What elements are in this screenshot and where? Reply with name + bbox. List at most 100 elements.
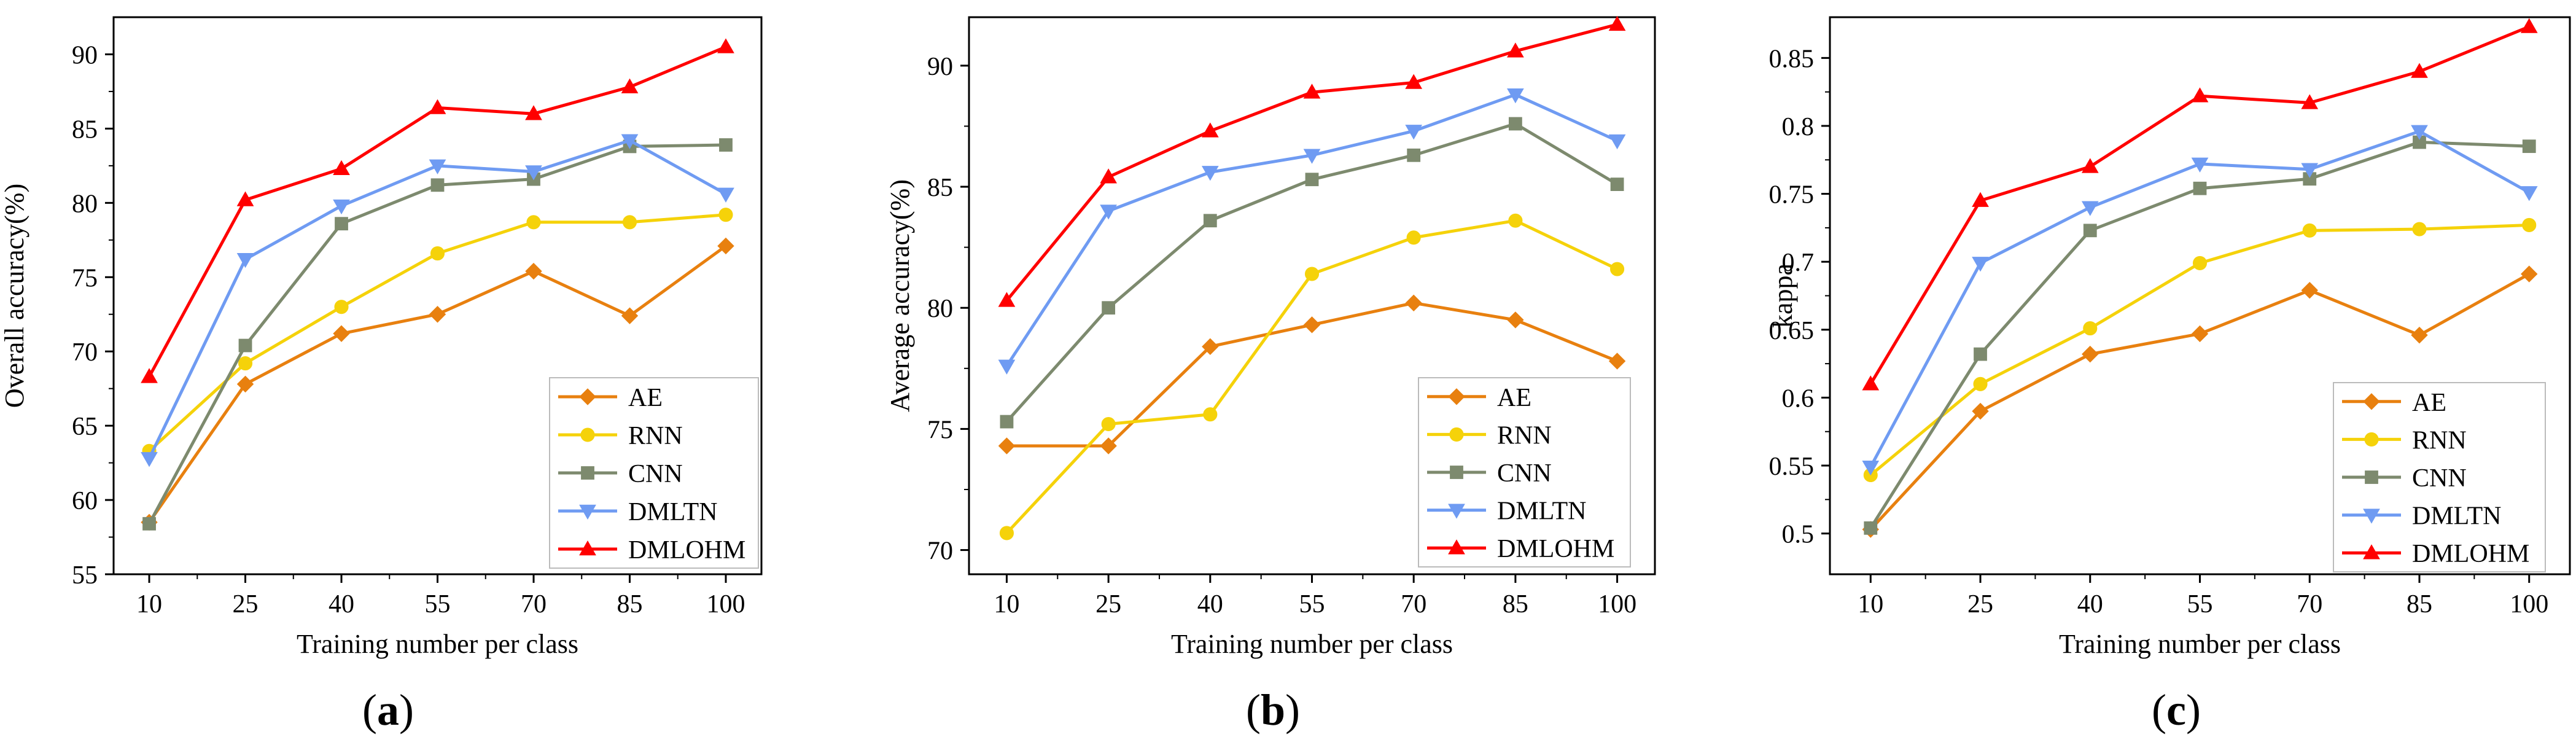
data-point-dmlohm <box>717 38 734 53</box>
legend-label-cnn: CNN <box>1497 459 1552 488</box>
data-point-dmlohm <box>1303 84 1321 99</box>
legend-label-rnn: RNN <box>1497 421 1552 450</box>
data-point-ae <box>2411 326 2428 344</box>
data-point-dmlohm <box>621 78 639 93</box>
y-tick-label: 90 <box>72 41 98 69</box>
data-point-dmltn <box>525 165 542 181</box>
legend-label-dmltn: DMLTN <box>628 498 717 526</box>
legend-label-dmlohm: DMLOHM <box>2412 540 2529 568</box>
panel-label: (a) <box>362 685 414 735</box>
legend-marker-dmltn <box>579 504 596 520</box>
data-point-dmltn <box>236 252 254 268</box>
data-point-ae <box>2301 281 2318 299</box>
data-point-dmlohm <box>141 368 158 383</box>
x-axis-label: Training number per class <box>1171 629 1453 659</box>
x-tick-label: 25 <box>233 590 259 618</box>
legend-marker-ae <box>579 388 596 405</box>
data-point-cnn <box>238 338 252 353</box>
legend-marker-dmltn <box>2363 509 2380 524</box>
data-point-ae <box>1972 402 1989 420</box>
data-point-cnn <box>1974 347 1987 361</box>
legend-marker-ae <box>2363 393 2380 410</box>
y-axis-label: Average accuracy(%) <box>885 179 915 412</box>
data-point-ae <box>1405 294 1422 312</box>
data-point-ae <box>717 237 734 255</box>
legend-box <box>549 377 759 569</box>
legend: AE RNN CNN DMLTN DMLOHM <box>1418 377 1631 568</box>
data-point-ae <box>1507 311 1524 329</box>
x-tick-label: 55 <box>425 590 451 618</box>
data-point-ae <box>2191 325 2209 343</box>
legend-marker-dmlohm <box>579 540 596 556</box>
y-tick-label: 70 <box>72 338 98 367</box>
data-point-rnn <box>1508 213 1523 228</box>
chart-panel-1: 55 60 65 70 75 80 85 90 10 25 40 55 70 85 100 Training … <box>0 16 763 735</box>
data-point-dmlohm <box>2191 87 2209 103</box>
legend-label-dmltn: DMLTN <box>2412 502 2501 531</box>
data-point-dmlohm <box>1972 192 1989 207</box>
data-point-cnn <box>2522 139 2536 154</box>
y-tick-label: 90 <box>927 53 953 81</box>
data-point-cnn <box>1000 415 1014 429</box>
legend-marker-cnn <box>2365 470 2378 484</box>
y-tick-label: 0.8 <box>1782 113 1815 141</box>
x-tick-label: 40 <box>329 590 354 618</box>
legend-label-dmlohm: DMLOHM <box>1497 535 1614 563</box>
y-tick-label: 70 <box>927 537 953 566</box>
y-tick-label: 60 <box>72 487 98 515</box>
x-tick-label: 85 <box>2407 590 2432 618</box>
data-point-cnn <box>2193 181 2207 195</box>
data-point-dmlohm <box>525 105 542 120</box>
legend-label-dmltn: DMLTN <box>1497 497 1586 526</box>
data-point-dmlohm <box>2520 18 2538 33</box>
legend-label-rnn: RNN <box>2412 426 2467 454</box>
x-tick-label: 70 <box>1401 590 1426 618</box>
data-point-ae <box>333 325 350 342</box>
data-point-ae <box>429 306 446 323</box>
data-point-cnn <box>1407 148 1421 162</box>
data-point-rnn <box>2522 217 2537 233</box>
data-point-rnn <box>1406 230 1421 245</box>
x-tick-label: 25 <box>1095 590 1121 618</box>
data-point-dmlohm <box>1405 74 1423 89</box>
data-point-rnn <box>1203 407 1218 422</box>
data-point-dmltn <box>1201 166 1219 181</box>
data-point-rnn <box>1101 416 1116 432</box>
data-point-ae <box>2521 265 2538 283</box>
data-point-dmlohm <box>1100 168 1117 184</box>
data-point-dmlohm <box>429 99 446 114</box>
legend-marker-rnn <box>2364 432 2379 447</box>
legend-marker-dmlohm <box>1448 539 1465 555</box>
y-tick-label: 0.65 <box>1769 317 1815 345</box>
y-tick-label: 0.5 <box>1782 521 1815 549</box>
y-tick-label: 80 <box>72 190 98 218</box>
legend-label-rnn: RNN <box>628 422 683 450</box>
data-point-dmltn <box>1507 88 1524 104</box>
data-point-rnn <box>999 526 1014 540</box>
legend-label-cnn: CNN <box>2412 464 2467 493</box>
legend: AE RNN CNN DMLTN DMLOHM <box>2333 382 2546 572</box>
data-point-dmlohm <box>236 191 254 206</box>
data-point-rnn <box>2192 255 2208 270</box>
y-tick-label: 75 <box>72 264 98 292</box>
data-point-dmltn <box>998 359 1016 375</box>
data-point-dmltn <box>333 199 350 215</box>
data-point-dmltn <box>429 159 446 174</box>
data-point-rnn <box>1304 267 1320 281</box>
y-tick-label: 65 <box>72 413 98 441</box>
data-point-dmlohm <box>2081 158 2099 173</box>
y-tick-label: 0.7 <box>1782 249 1815 277</box>
data-point-rnn <box>334 300 349 314</box>
panel-label: (c) <box>2152 685 2201 735</box>
data-point-dmlohm <box>1201 122 1219 138</box>
data-point-cnn <box>719 138 733 152</box>
data-point-dmltn <box>2520 186 2538 201</box>
panel-label: (b) <box>1246 685 1300 735</box>
legend: AE RNN CNN DMLTN DMLOHM <box>549 377 759 569</box>
data-point-rnn <box>2083 321 2098 336</box>
data-point-dmltn <box>2081 201 2099 216</box>
chart-panel-2: 70 75 80 85 90 10 25 40 55 70 85 100 Training number… <box>885 15 1656 735</box>
data-point-rnn <box>2302 223 2317 238</box>
data-point-dmltn <box>141 452 158 467</box>
data-point-rnn <box>2412 222 2427 236</box>
